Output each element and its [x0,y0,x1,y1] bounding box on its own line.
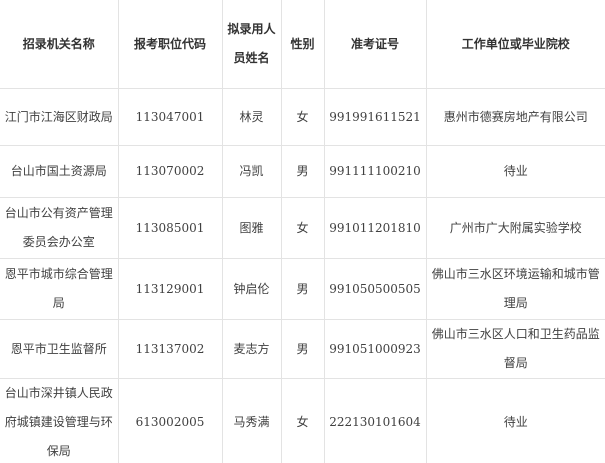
table-body: 江门市江海区财政局 113047001 林灵 女 991991611521 惠州… [0,88,605,463]
agency-cell: 台山市国土资源局 [0,145,119,198]
header-agency: 招录机关名称 [0,0,119,89]
header-row: 招录机关名称 报考职位代码 拟录用人员姓名 性别 准考证号 工作单位或毕业院校 [0,0,605,89]
header-work-unit-or-school: 工作单位或毕业院校 [426,0,605,89]
work-unit-cell: 广州市广大附属实验学校 [426,197,605,259]
table-row: 恩平市城市综合管理局 113129001 钟启伦 男 991050500505 … [0,258,605,320]
candidate-name-cell: 图雅 [222,197,282,259]
gender-cell: 男 [281,319,325,379]
position-code-cell: 113070002 [118,145,223,198]
candidate-name-cell: 马秀满 [222,378,282,463]
position-code-cell: 113085001 [118,197,223,259]
table-row: 恩平市卫生监督所 113137002 麦志方 男 991051000923 佛山… [0,319,605,379]
candidate-name-cell: 钟启伦 [222,258,282,320]
candidate-name-cell: 麦志方 [222,319,282,379]
ticket-number-cell: 991991611521 [324,88,427,146]
agency-cell: 江门市江海区财政局 [0,88,119,146]
ticket-number-cell: 991011201810 [324,197,427,259]
table-row: 江门市江海区财政局 113047001 林灵 女 991991611521 惠州… [0,88,605,146]
header-gender: 性别 [281,0,325,89]
work-unit-cell: 待业 [426,145,605,198]
work-unit-cell: 待业 [503,415,528,429]
gender-cell: 女 [281,197,325,259]
position-code-cell: 613002005 [118,378,223,463]
candidate-name-cell: 冯凯 [222,145,282,198]
work-unit-cell: 佛山市三水区环境运输和城市管理局 [426,258,605,320]
gender-cell: 女 [281,378,325,463]
gender-cell: 男 [281,145,325,198]
work-unit-cell: 惠州市德赛房地产有限公司 [426,88,605,146]
table-row: 台山市公有资产管理委员会办公室 113085001 图雅 女 991011201… [0,197,605,259]
ticket-number-cell: 991051000923 [324,319,427,379]
ticket-number-cell: 222130101604 [324,378,427,463]
ticket-number-cell: 991111100210 [324,145,427,198]
position-code-cell: 113047001 [118,88,223,146]
header-ticket-number: 准考证号 [324,0,427,89]
agency-cell: 恩平市卫生监督所 [0,319,119,379]
table-row: 台山市国土资源局 113070002 冯凯 男 991111100210 待业 [0,145,605,198]
agency-cell: 台山市公有资产管理委员会办公室 [0,197,119,259]
position-code-cell: 113137002 [118,319,223,379]
header-candidate-name: 拟录用人员姓名 [222,0,282,89]
candidate-name-cell: 林灵 [222,88,282,146]
agency-cell: 恩平市城市综合管理局 [0,258,119,320]
gender-cell: 女 [281,88,325,146]
header-position-code: 报考职位代码 [118,0,223,89]
position-code-cell: 113129001 [118,258,223,320]
table-header: 招录机关名称 报考职位代码 拟录用人员姓名 性别 准考证号 工作单位或毕业院校 [0,0,605,89]
work-unit-cell: 佛山市三水区人口和卫生药品监督局 [426,319,605,379]
ticket-number-cell: 991050500505 [324,258,427,320]
gender-cell: 男 [281,258,325,320]
agency-cell: 台山市深井镇人民政府城镇建设管理与环保局 [0,378,119,463]
table-row: 台山市深井镇人民政府城镇建设管理与环保局 613002005 马秀满 女 222… [0,378,605,463]
